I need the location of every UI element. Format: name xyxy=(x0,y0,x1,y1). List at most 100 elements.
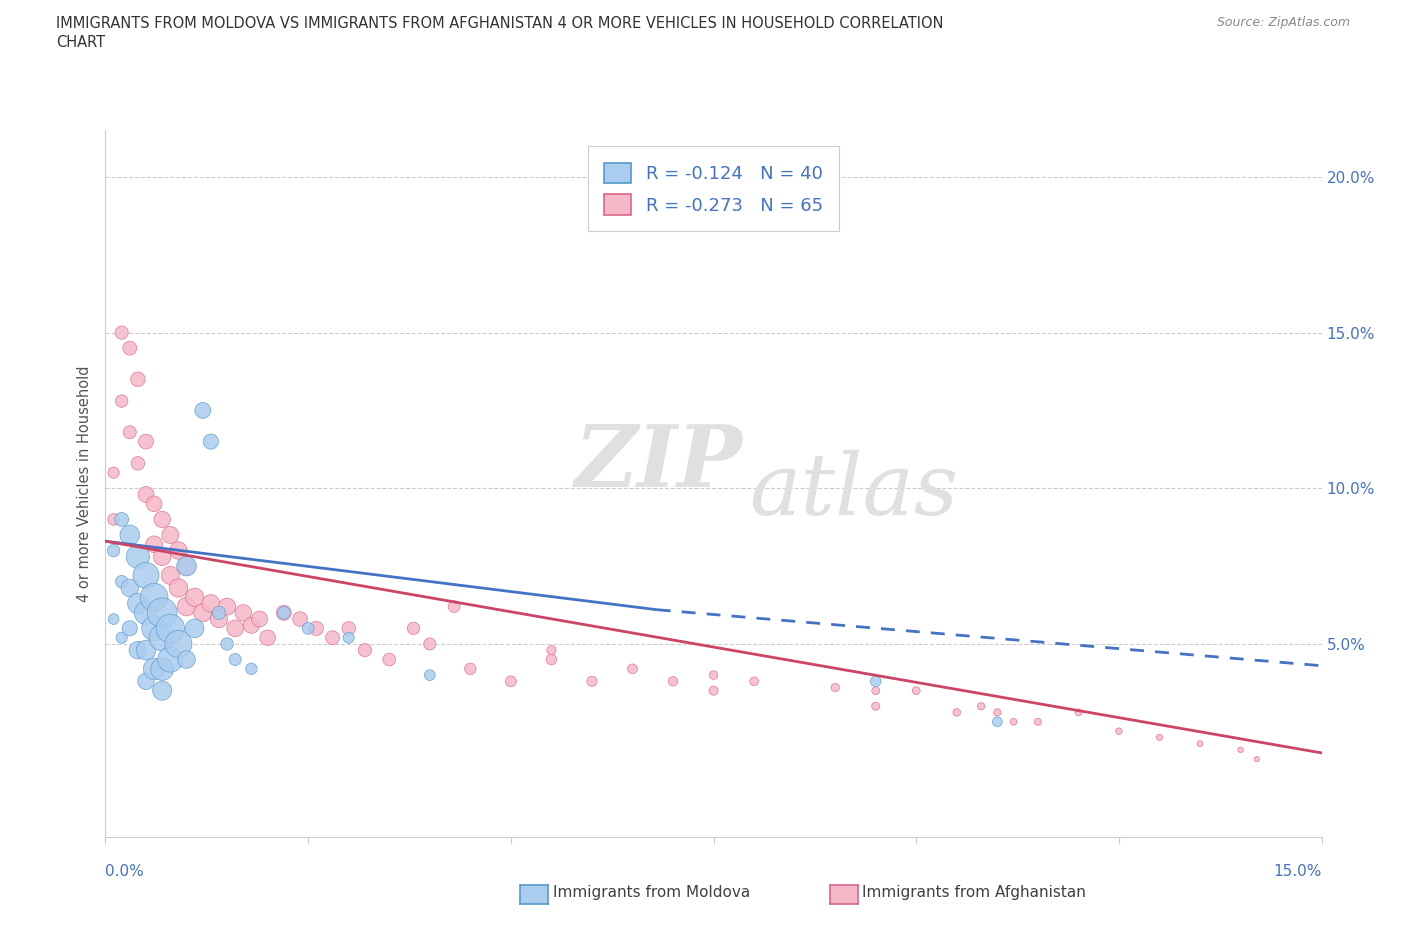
Point xyxy=(224,621,246,636)
Point xyxy=(159,652,181,667)
Point xyxy=(742,674,765,689)
Point xyxy=(183,590,205,604)
Point xyxy=(143,497,166,512)
Point xyxy=(986,714,1008,729)
Text: atlas: atlas xyxy=(749,449,957,532)
Point xyxy=(273,605,295,620)
Point xyxy=(103,543,125,558)
Point xyxy=(1067,705,1090,720)
Point xyxy=(702,684,725,698)
Point xyxy=(135,643,157,658)
Point xyxy=(150,512,173,527)
Point xyxy=(143,621,166,636)
Point xyxy=(224,652,246,667)
Point xyxy=(127,596,149,611)
Point xyxy=(159,527,181,542)
Point xyxy=(111,574,134,589)
Point xyxy=(111,512,134,527)
Point xyxy=(143,537,166,551)
Point xyxy=(1229,742,1251,757)
Point xyxy=(111,631,134,645)
Point xyxy=(865,674,887,689)
Point xyxy=(208,605,231,620)
Text: ZIP: ZIP xyxy=(575,420,742,504)
Point xyxy=(1002,714,1025,729)
Point xyxy=(419,668,441,683)
Point xyxy=(945,705,967,720)
Point xyxy=(1189,737,1212,751)
Point xyxy=(135,434,157,449)
Point xyxy=(183,621,205,636)
Point xyxy=(200,596,222,611)
Point xyxy=(305,621,328,636)
Point xyxy=(321,631,343,645)
Point xyxy=(111,393,134,408)
Point xyxy=(378,652,401,667)
Text: IMMIGRANTS FROM MOLDOVA VS IMMIGRANTS FROM AFGHANISTAN 4 OR MORE VEHICLES IN HOU: IMMIGRANTS FROM MOLDOVA VS IMMIGRANTS FR… xyxy=(56,16,943,31)
Point xyxy=(150,605,173,620)
Point xyxy=(127,456,149,471)
Point xyxy=(540,652,562,667)
Point xyxy=(288,612,311,627)
Point xyxy=(200,434,222,449)
Point xyxy=(118,621,141,636)
Point xyxy=(273,605,295,620)
Point xyxy=(1108,724,1130,738)
Point xyxy=(135,605,157,620)
Point xyxy=(702,668,725,683)
Point xyxy=(135,487,157,502)
Point xyxy=(232,605,254,620)
Point xyxy=(127,643,149,658)
Point xyxy=(176,599,198,614)
Point xyxy=(208,612,231,627)
Point xyxy=(191,403,214,418)
Point xyxy=(150,661,173,676)
Point xyxy=(354,643,377,658)
Point xyxy=(402,621,425,636)
Point xyxy=(127,372,149,387)
Point xyxy=(970,698,993,713)
Point xyxy=(499,674,522,689)
Point xyxy=(1026,714,1049,729)
Text: Source: ZipAtlas.com: Source: ZipAtlas.com xyxy=(1216,16,1350,29)
Text: CHART: CHART xyxy=(56,35,105,50)
Point xyxy=(150,631,173,645)
Legend: R = -0.124   N = 40, R = -0.273   N = 65: R = -0.124 N = 40, R = -0.273 N = 65 xyxy=(588,146,839,232)
Point xyxy=(621,661,644,676)
Point xyxy=(176,559,198,574)
Text: Immigrants from Moldova: Immigrants from Moldova xyxy=(553,885,749,900)
Point xyxy=(217,636,239,651)
Point xyxy=(118,425,141,440)
Text: 15.0%: 15.0% xyxy=(1274,864,1322,879)
Point xyxy=(135,674,157,689)
Point xyxy=(249,612,271,627)
Point xyxy=(118,527,141,542)
Point xyxy=(103,465,125,480)
Point xyxy=(118,340,141,355)
Point xyxy=(1246,751,1268,766)
Point xyxy=(135,568,157,583)
Point xyxy=(127,550,149,565)
Point xyxy=(662,674,685,689)
Point xyxy=(103,512,125,527)
Point xyxy=(297,621,319,636)
Point xyxy=(865,684,887,698)
Point xyxy=(1149,730,1171,745)
Point xyxy=(419,636,441,651)
Point xyxy=(240,618,263,632)
Point xyxy=(191,605,214,620)
Point xyxy=(118,580,141,595)
Point xyxy=(176,559,198,574)
Point xyxy=(458,661,481,676)
Point xyxy=(159,621,181,636)
Point xyxy=(167,543,190,558)
Point xyxy=(150,550,173,565)
Point xyxy=(337,631,360,645)
Point xyxy=(865,698,887,713)
Point xyxy=(143,661,166,676)
Point xyxy=(337,621,360,636)
Point xyxy=(824,680,846,695)
Point xyxy=(103,612,125,627)
Point xyxy=(581,674,603,689)
Point xyxy=(159,568,181,583)
